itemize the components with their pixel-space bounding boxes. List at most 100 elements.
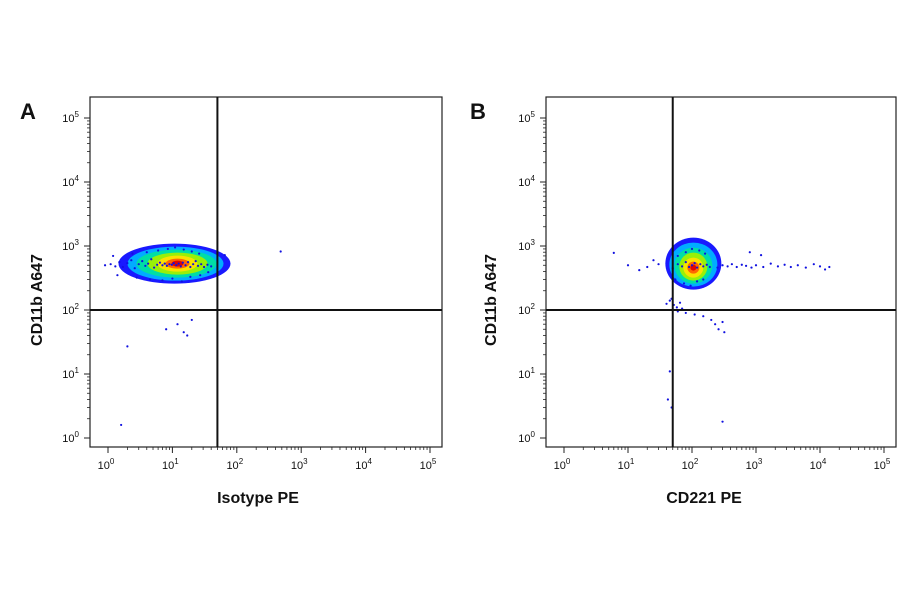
data-point — [769, 262, 772, 265]
data-point — [182, 331, 185, 334]
y-tick-label: 103 — [62, 238, 79, 253]
data-point — [680, 265, 684, 268]
data-point — [120, 423, 123, 427]
data-point — [172, 262, 175, 265]
data-point — [789, 265, 792, 269]
data-point — [676, 263, 679, 266]
data-point — [126, 345, 129, 348]
data-point — [818, 265, 822, 268]
panel-a-x-ticks: 100 101 102 103 104 105 — [98, 447, 437, 472]
data-point — [141, 260, 144, 263]
data-point — [703, 252, 707, 255]
data-point — [156, 263, 159, 266]
data-point — [684, 261, 687, 264]
data-point — [121, 265, 124, 269]
panel-letter-a: A — [20, 99, 36, 124]
data-point — [158, 261, 162, 264]
panel-a-density — [118, 243, 231, 284]
data-point — [192, 263, 195, 266]
data-point — [190, 250, 193, 253]
panel-b-points — [612, 247, 831, 423]
data-point — [687, 265, 691, 269]
data-point — [666, 398, 669, 401]
data-point — [137, 263, 140, 266]
data-point — [612, 251, 615, 255]
data-point — [702, 315, 705, 318]
data-point — [652, 259, 655, 262]
data-point — [189, 275, 192, 278]
data-point — [175, 264, 178, 267]
y-tick-label: 104 — [518, 174, 535, 189]
data-point — [170, 263, 173, 266]
panel-b-x-ticks: 100 101 102 103 104 105 — [554, 447, 891, 472]
y-tick-label: 102 — [518, 302, 535, 317]
data-point — [721, 320, 724, 324]
x-tick-label: 101 — [618, 457, 635, 472]
data-point — [776, 265, 780, 268]
data-point — [675, 306, 678, 309]
data-point — [828, 265, 831, 269]
data-point — [153, 266, 156, 269]
data-point — [665, 302, 668, 305]
panel-b-plot-frame — [545, 96, 897, 448]
data-point — [678, 301, 682, 304]
data-point — [693, 262, 696, 265]
data-point — [646, 265, 649, 269]
data-point — [111, 254, 115, 258]
x-tick-label: 104 — [810, 457, 827, 472]
data-point — [176, 323, 179, 326]
data-point — [657, 263, 660, 266]
data-point — [145, 251, 148, 254]
data-point — [190, 318, 193, 322]
data-point — [194, 260, 197, 263]
x-tick-label: 101 — [162, 457, 179, 472]
data-point — [196, 264, 200, 267]
data-point — [116, 274, 119, 277]
data-point — [702, 265, 705, 268]
data-point — [179, 265, 182, 268]
data-point — [189, 265, 192, 269]
x-tick-label: 105 — [874, 457, 891, 472]
data-point — [689, 284, 692, 287]
data-point — [118, 261, 121, 264]
data-point — [148, 278, 152, 281]
data-point — [131, 252, 134, 255]
panel-b-quadrant-gate — [546, 97, 896, 447]
data-point — [207, 271, 210, 274]
data-point — [730, 263, 733, 266]
data-point — [698, 249, 701, 252]
data-point — [133, 267, 136, 270]
y-tick-label: 101 — [62, 366, 79, 381]
x-tick-label: 100 — [98, 457, 115, 472]
panel-letter-b: B — [470, 99, 486, 124]
panel-a-y-ticks: 100 101 102 103 104 105 — [62, 110, 90, 445]
data-point — [823, 268, 827, 271]
data-point — [200, 263, 203, 266]
data-point — [721, 264, 724, 267]
data-point — [144, 264, 147, 267]
panel-b-y-ticks: 100 101 102 103 104 105 — [518, 110, 546, 445]
x-tick-label: 103 — [291, 457, 308, 472]
panel-a-x-axis-title: Isotype PE — [217, 490, 299, 507]
data-point — [165, 328, 168, 331]
data-point — [684, 311, 687, 315]
data-point — [710, 318, 713, 322]
data-point — [668, 370, 671, 373]
data-point — [674, 278, 677, 281]
data-point — [130, 259, 133, 262]
data-point — [750, 266, 753, 269]
data-point — [210, 265, 213, 268]
data-point — [708, 265, 711, 269]
data-point — [714, 323, 717, 326]
data-point — [161, 264, 164, 267]
density-contour — [171, 260, 184, 267]
data-point — [198, 252, 201, 255]
data-point — [783, 263, 786, 266]
y-tick-label: 100 — [62, 430, 79, 445]
y-tick-label: 102 — [62, 302, 79, 317]
y-tick-label: 103 — [518, 238, 535, 253]
data-point — [723, 331, 726, 334]
data-point — [135, 276, 138, 279]
y-tick-label: 100 — [518, 430, 535, 445]
